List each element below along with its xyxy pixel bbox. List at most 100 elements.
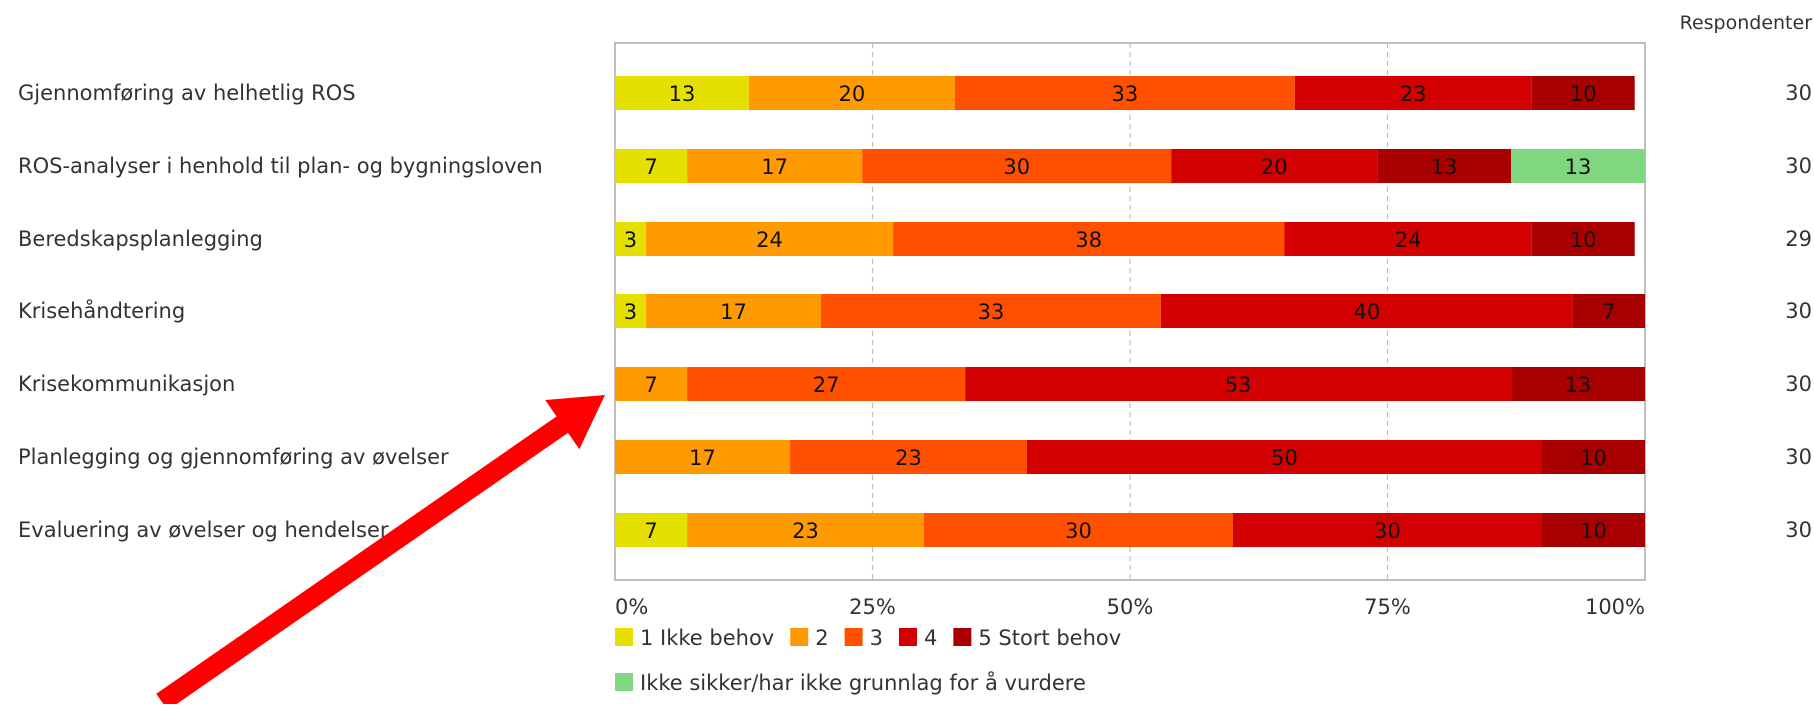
respondents-value: 30 <box>1785 81 1812 105</box>
data-label: 38 <box>1075 228 1102 252</box>
respondents-value: 30 <box>1785 372 1812 396</box>
data-label: 30 <box>1003 155 1030 179</box>
category-label: Krisekommunikasjon <box>18 372 235 396</box>
bar-segment <box>615 513 688 547</box>
bar-segment <box>615 440 791 474</box>
category-label: ROS-analyser i henhold til plan- og bygn… <box>18 154 543 178</box>
annotation-arrow-head <box>545 395 605 450</box>
respondents-header: Respondenter <box>1680 12 1813 34</box>
data-label: 10 <box>1570 82 1597 106</box>
data-label: 17 <box>720 300 747 324</box>
data-label: 7 <box>644 519 657 543</box>
data-label: 13 <box>1565 155 1592 179</box>
respondents-value: 30 <box>1785 154 1812 178</box>
bar-segment <box>1171 149 1378 183</box>
legend-swatch <box>615 628 633 646</box>
legend-label: Ikke sikker/har ikke grunnlag for å vurd… <box>640 670 1086 695</box>
bar-segment <box>1511 149 1645 183</box>
legend-swatch <box>844 628 863 646</box>
bar-segment <box>893 222 1285 256</box>
category-label: Gjennomføring av helhetlig ROS <box>18 81 356 105</box>
data-label: 3 <box>624 300 637 324</box>
annotation-arrow-shaft <box>156 415 570 708</box>
category-label: Beredskapsplanlegging <box>18 227 263 251</box>
bar-segment <box>615 294 646 328</box>
data-label: 7 <box>644 373 657 397</box>
data-label: 10 <box>1580 519 1607 543</box>
data-label: 3 <box>624 228 637 252</box>
data-label: 17 <box>761 155 788 179</box>
bar-segment <box>615 149 688 183</box>
respondents-value: 30 <box>1785 299 1812 323</box>
data-label: 24 <box>1395 228 1422 252</box>
data-label: 23 <box>1400 82 1427 106</box>
data-label: 23 <box>792 519 819 543</box>
bar-segment <box>1294 76 1532 110</box>
data-label: 27 <box>813 373 840 397</box>
bar-segment <box>1542 513 1645 547</box>
x-tick-label: 50% <box>1107 595 1154 619</box>
bar-segment <box>748 76 955 110</box>
legend-label: 5 Stort behov <box>978 626 1121 650</box>
legend-swatch <box>790 628 809 646</box>
data-label: 30 <box>1374 519 1401 543</box>
x-tick-label: 100% <box>1585 595 1645 619</box>
bar-segment <box>1233 513 1542 547</box>
legend-label: 2 <box>815 626 828 650</box>
category-label: Planlegging og gjennomføring av øvelser <box>18 445 449 469</box>
bar-segment <box>862 149 1172 183</box>
data-label: 10 <box>1570 228 1597 252</box>
data-label: 20 <box>1261 155 1288 179</box>
bar-segment <box>615 222 646 256</box>
bar-segment <box>615 367 688 401</box>
respondents-value: 30 <box>1785 445 1812 469</box>
bar-segment <box>790 440 1027 474</box>
legend-label: 3 <box>870 626 883 650</box>
bar-segment <box>687 367 966 401</box>
respondents-value: 30 <box>1785 518 1812 542</box>
category-label: Evaluering av øvelser og hendelser <box>18 518 389 542</box>
legend-swatch <box>953 628 972 646</box>
bar-segment <box>1572 294 1645 328</box>
data-label: 30 <box>1065 519 1092 543</box>
x-tick-label: 25% <box>849 595 896 619</box>
bar-segment <box>645 222 894 256</box>
data-label: 40 <box>1354 300 1381 324</box>
data-label: 7 <box>644 155 657 179</box>
bar-segment <box>615 76 749 110</box>
legend-swatch <box>898 628 917 646</box>
bar-segment <box>1160 294 1573 328</box>
data-label: 24 <box>756 228 783 252</box>
data-label: 20 <box>839 82 866 106</box>
data-label: 17 <box>689 446 716 470</box>
category-label: Krisehåndtering <box>18 298 185 323</box>
bar-segment <box>821 294 1161 328</box>
x-tick-label: 0% <box>615 595 648 619</box>
data-label: 7 <box>1602 300 1615 324</box>
bar-segment <box>924 513 1233 547</box>
data-label: 10 <box>1580 446 1607 470</box>
data-label: 33 <box>1111 82 1138 106</box>
bar-segment <box>965 367 1512 401</box>
data-label: 33 <box>978 300 1005 324</box>
data-label: 13 <box>669 82 696 106</box>
respondents-value: 29 <box>1785 227 1812 251</box>
bar-segment <box>1377 149 1512 183</box>
bar-segment <box>954 76 1295 110</box>
bar-segment <box>1542 440 1645 474</box>
bar-segment <box>687 149 863 183</box>
data-label: 53 <box>1225 373 1252 397</box>
x-tick-label: 75% <box>1364 595 1411 619</box>
bar-segment <box>1531 222 1635 256</box>
bar-segment <box>645 294 821 328</box>
data-label: 13 <box>1431 155 1458 179</box>
bar-segment <box>687 513 924 547</box>
data-label: 50 <box>1271 446 1298 470</box>
bar-segment <box>1531 76 1635 110</box>
data-label: 23 <box>895 446 922 470</box>
bar-segment <box>1511 367 1645 401</box>
legend-label: 4 <box>924 626 937 650</box>
bar-segment <box>1284 222 1532 256</box>
